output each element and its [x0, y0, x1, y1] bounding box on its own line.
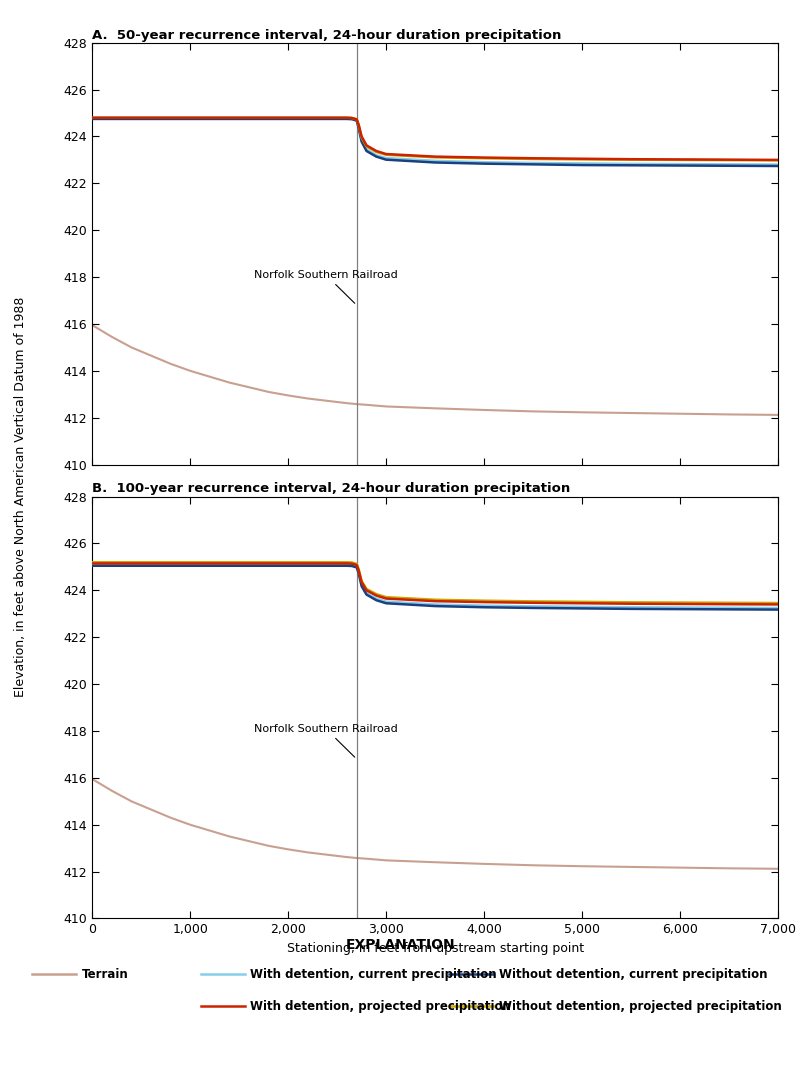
Text: Without detention, projected precipitation: Without detention, projected precipitati… [499, 1000, 782, 1012]
Text: Norfolk Southern Railroad: Norfolk Southern Railroad [254, 724, 398, 757]
X-axis label: Stationing, in feet from upstream starting point: Stationing, in feet from upstream starti… [286, 942, 584, 955]
Text: B.  100-year recurrence interval, 24-hour duration precipitation: B. 100-year recurrence interval, 24-hour… [92, 483, 570, 496]
Text: Elevation, in feet above North American Vertical Datum of 1988: Elevation, in feet above North American … [14, 297, 26, 696]
Text: A.  50-year recurrence interval, 24-hour duration precipitation: A. 50-year recurrence interval, 24-hour … [92, 29, 561, 42]
Text: Norfolk Southern Railroad: Norfolk Southern Railroad [254, 270, 398, 303]
Text: Without detention, current precipitation: Without detention, current precipitation [499, 968, 768, 980]
Text: EXPLANATION: EXPLANATION [346, 938, 456, 953]
Text: With detention, projected precipitation: With detention, projected precipitation [250, 1000, 511, 1012]
Text: With detention, current precipitation: With detention, current precipitation [250, 968, 497, 980]
Text: Terrain: Terrain [82, 968, 128, 980]
